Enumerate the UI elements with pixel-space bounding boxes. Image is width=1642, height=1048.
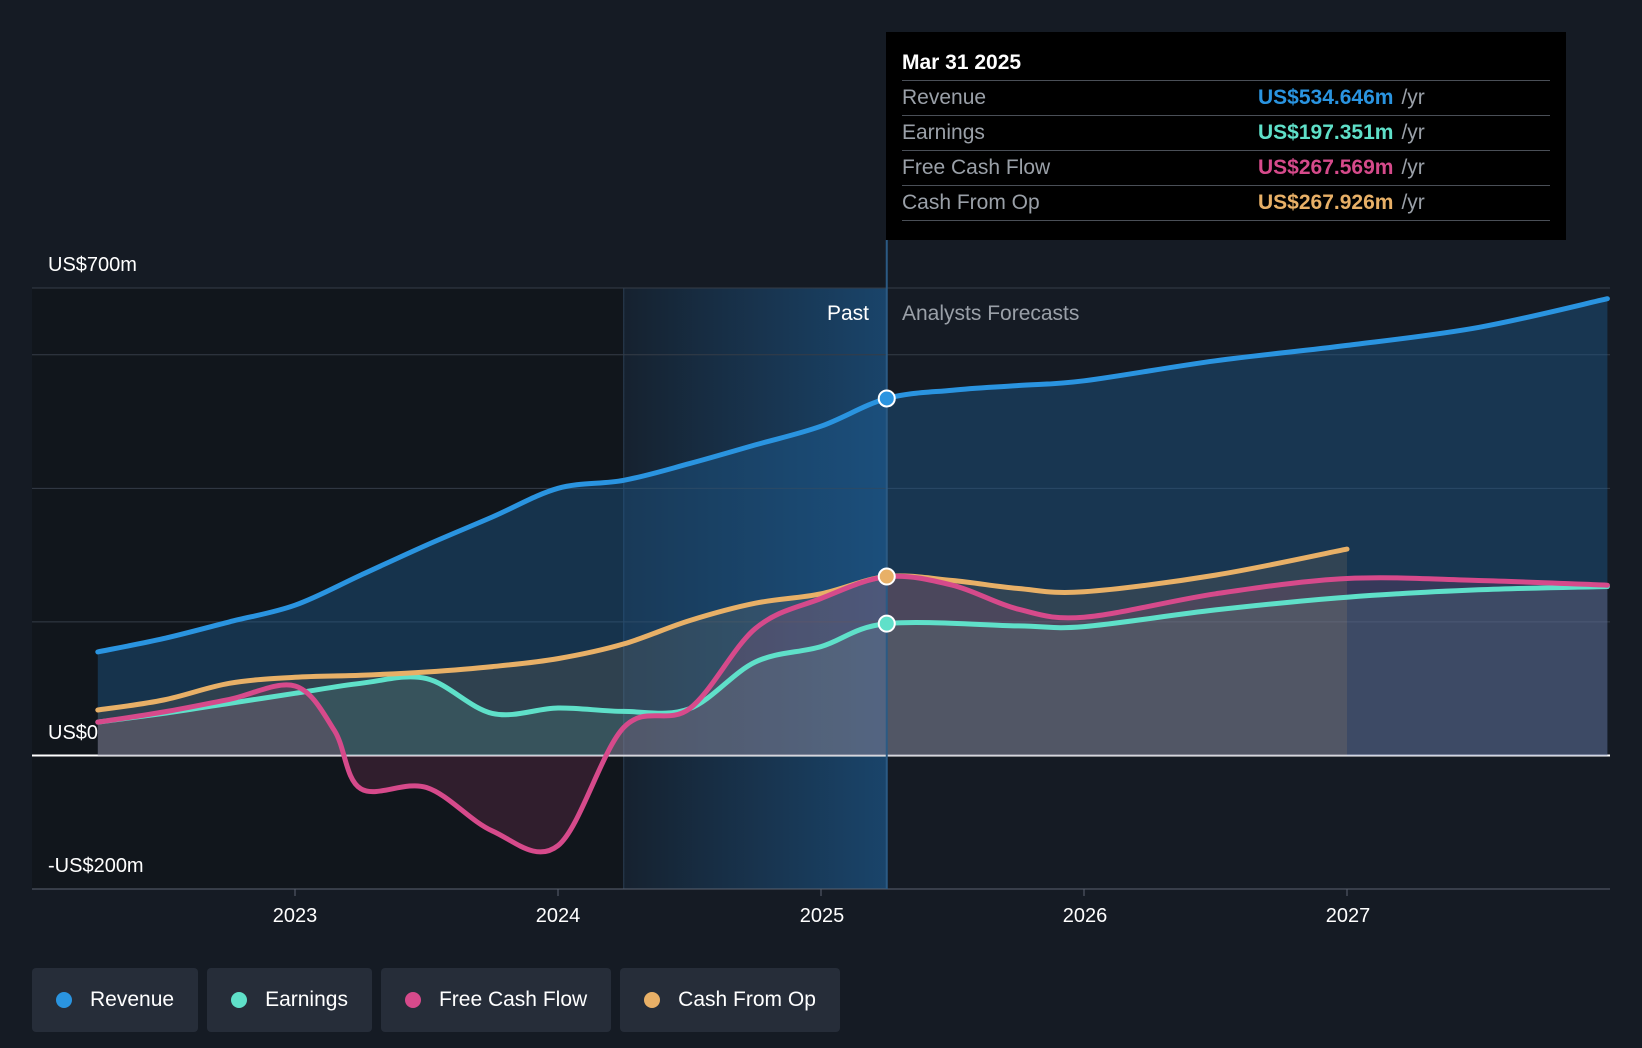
- tooltip-unit: /yr: [1401, 86, 1425, 109]
- tooltip-name: Cash From Op: [902, 191, 1040, 214]
- area-free-cash-flow: [97, 576, 1608, 852]
- tooltip-name: Free Cash Flow: [902, 156, 1051, 179]
- legend-item-revenue[interactable]: Revenue: [32, 968, 199, 1032]
- legend-item-free-cash-flow[interactable]: Free Cash Flow: [380, 968, 612, 1032]
- legend-dot-icon: [231, 992, 248, 1008]
- marker-revenue: [877, 389, 896, 408]
- legend-label: Revenue: [90, 988, 175, 1011]
- legend: Revenue Earnings Free Cash Flow Cash Fro…: [32, 968, 840, 1032]
- series-line-revenue: [95, 296, 1610, 655]
- marker-earnings: [877, 614, 896, 633]
- tooltip-date: Mar 31 2025: [902, 46, 1550, 81]
- series-line-cash-from-op: [95, 546, 1350, 713]
- tooltip-name: Revenue: [902, 86, 987, 109]
- x-tick-2027: 2027: [1326, 905, 1371, 927]
- x-tick-2023: 2023: [273, 905, 318, 927]
- tooltip-row-earnings: Earnings US$197.351m /yr: [902, 116, 1550, 151]
- x-tick-2026: 2026: [1063, 905, 1108, 927]
- x-tick-2024: 2024: [536, 905, 581, 927]
- y-label-top: US$700m: [48, 254, 137, 276]
- marker-cash-from-op: [877, 567, 896, 586]
- legend-dot-icon: [56, 992, 72, 1008]
- past-label: Past: [827, 302, 869, 325]
- tooltip-value: US$197.351m: [1258, 121, 1394, 144]
- tooltip-value: US$267.569m: [1258, 156, 1394, 179]
- tooltip-row-fcf: Free Cash Flow US$267.569m /yr: [902, 151, 1550, 186]
- forecast-label: Analysts Forecasts: [902, 302, 1079, 325]
- legend-label: Free Cash Flow: [438, 988, 588, 1011]
- legend-label: Earnings: [265, 988, 348, 1011]
- legend-item-earnings[interactable]: Earnings: [207, 968, 372, 1032]
- legend-item-cash-from-op[interactable]: Cash From Op: [620, 968, 840, 1032]
- y-label-zero: US$0: [48, 722, 98, 744]
- tooltip-row-revenue: Revenue US$534.646m /yr: [902, 81, 1550, 116]
- area-cash-from-op: [97, 549, 1347, 756]
- tooltip-value: US$267.926m: [1258, 191, 1394, 214]
- tooltip-unit: /yr: [1401, 121, 1425, 144]
- tooltip-row-cfo: Cash From Op US$267.926m /yr: [902, 186, 1550, 221]
- series-line-free-cash-flow: [95, 573, 1610, 855]
- tooltip: Mar 31 2025 Revenue US$534.646m /yr Earn…: [886, 32, 1566, 240]
- legend-dot-icon: [404, 992, 421, 1008]
- tooltip-unit: /yr: [1401, 156, 1425, 179]
- area-revenue: [97, 298, 1608, 756]
- area-earnings: [97, 586, 1608, 756]
- tooltip-value: US$534.646m: [1258, 86, 1394, 109]
- tooltip-name: Earnings: [902, 121, 985, 144]
- legend-dot-icon: [644, 992, 661, 1008]
- y-label-bottom: -US$200m: [48, 855, 144, 877]
- x-tick-2025: 2025: [800, 905, 845, 927]
- legend-label: Cash From Op: [678, 988, 816, 1011]
- tooltip-unit: /yr: [1401, 191, 1425, 214]
